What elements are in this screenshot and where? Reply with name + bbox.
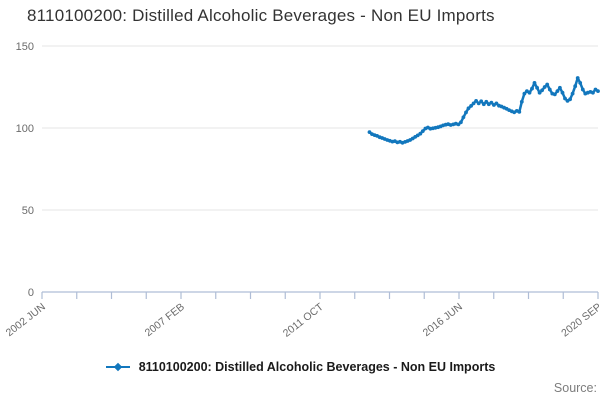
data-point [547,87,552,92]
data-point [527,90,532,95]
data-point [540,88,544,93]
data-point [484,99,489,104]
data-point [570,91,575,96]
data-point [545,82,550,87]
data-point [530,86,534,91]
legend-label: 8110100200: Distilled Alcoholic Beverage… [138,360,496,374]
y-tick-label: 100 [16,123,34,135]
data-point [466,106,471,111]
y-tick-label: 0 [28,287,34,299]
data-point [591,90,595,95]
data-point [535,85,539,90]
y-tick-label: 150 [16,41,34,53]
x-tick-label: 2007 FEB [143,301,187,339]
data-point [563,96,567,101]
data-point [420,129,425,134]
x-tick-label: 2020 SEP [559,301,600,340]
source-label: Source: [553,381,597,395]
chart-title: 8110100200: Distilled Alcoholic Beverage… [27,6,495,25]
data-point [469,104,473,108]
x-tick-label: 2016 JUN [421,301,465,339]
data-point [542,85,547,89]
legend-line-marker-icon [105,362,130,372]
data-point [575,76,580,80]
data-point [519,99,524,104]
line-chart: 0 50 100 150 2002 JUN 2007 FEB 2011 OCT 2016 JU… [4,41,600,340]
data-point [596,89,600,93]
x-tick-label: 2011 OCT [281,301,326,340]
y-tick-label: 50 [22,205,34,217]
data-point [522,91,527,96]
data-point [517,110,522,114]
data-point [456,122,461,127]
data-point [555,89,560,93]
data-point [580,87,585,92]
data-point [464,110,468,115]
data-series-line [368,76,600,145]
data-point [461,115,466,120]
data-point [532,81,537,85]
data-point [481,102,486,107]
data-point [573,84,578,89]
data-point [558,85,562,90]
data-point [418,131,423,136]
data-point [459,120,463,125]
legend: 8110100200: Distilled Alcoholic Beverage… [0,360,600,374]
data-point [578,81,583,85]
data-point [560,90,565,95]
data-point [489,100,494,105]
data-point [479,99,484,104]
data-point [471,101,476,106]
data-point [537,90,542,95]
data-point [552,92,557,97]
x-tick-label: 2002 JUN [4,301,48,339]
data-point [476,101,481,106]
data-point [568,97,572,102]
data-point [494,101,499,106]
data-point [474,99,478,103]
